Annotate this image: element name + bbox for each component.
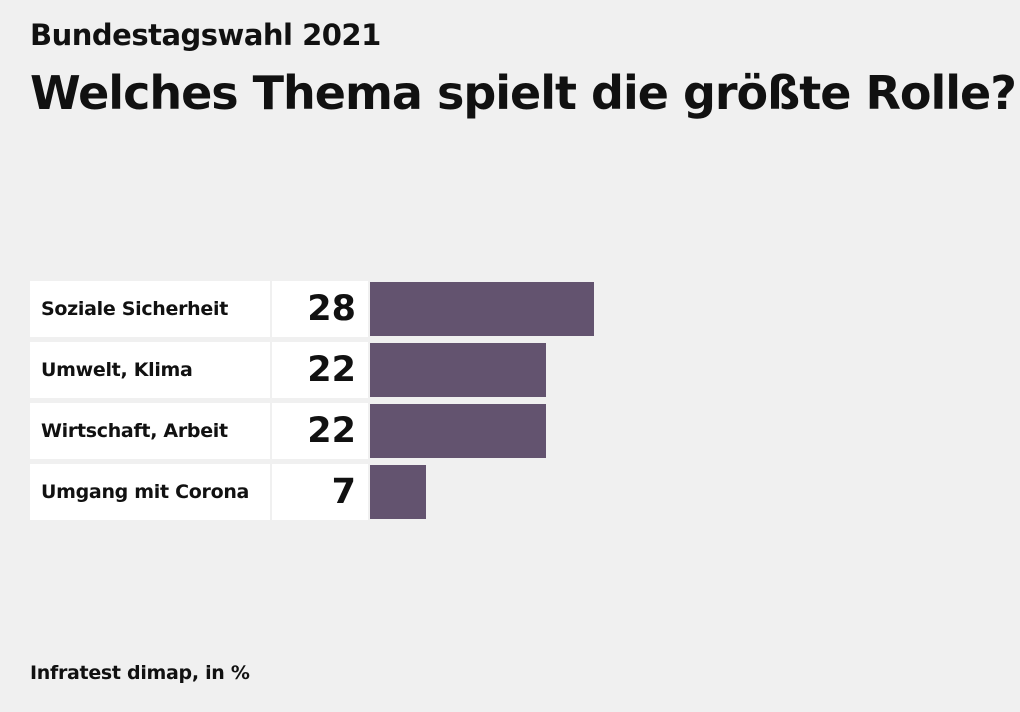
category-label: Umwelt, Klima [30, 342, 270, 398]
chart-title: Welches Thema spielt die größte Rolle? [30, 66, 1017, 120]
value-label: 7 [272, 464, 368, 520]
source-note: Infratest dimap, in % [30, 662, 250, 684]
category-label: Wirtschaft, Arbeit [30, 403, 270, 459]
bar [370, 343, 546, 397]
value-label: 22 [272, 342, 368, 398]
value-label: 28 [272, 281, 368, 337]
bar [370, 404, 546, 458]
bar-row: Soziale Sicherheit 28 [30, 281, 830, 337]
bar-row: Umwelt, Klima 22 [30, 342, 830, 398]
value-label: 22 [272, 403, 368, 459]
bar-chart: Soziale Sicherheit 28 Umwelt, Klima 22 Wirts… [30, 281, 830, 525]
chart-subtitle: Bundestagswahl 2021 [30, 18, 381, 52]
category-label: Umgang mit Corona [30, 464, 270, 520]
category-label: Soziale Sicherheit [30, 281, 270, 337]
bar [370, 282, 594, 336]
bar-row: Umgang mit Corona 7 [30, 464, 830, 520]
bar [370, 465, 426, 519]
bar-row: Wirtschaft, Arbeit 22 [30, 403, 830, 459]
